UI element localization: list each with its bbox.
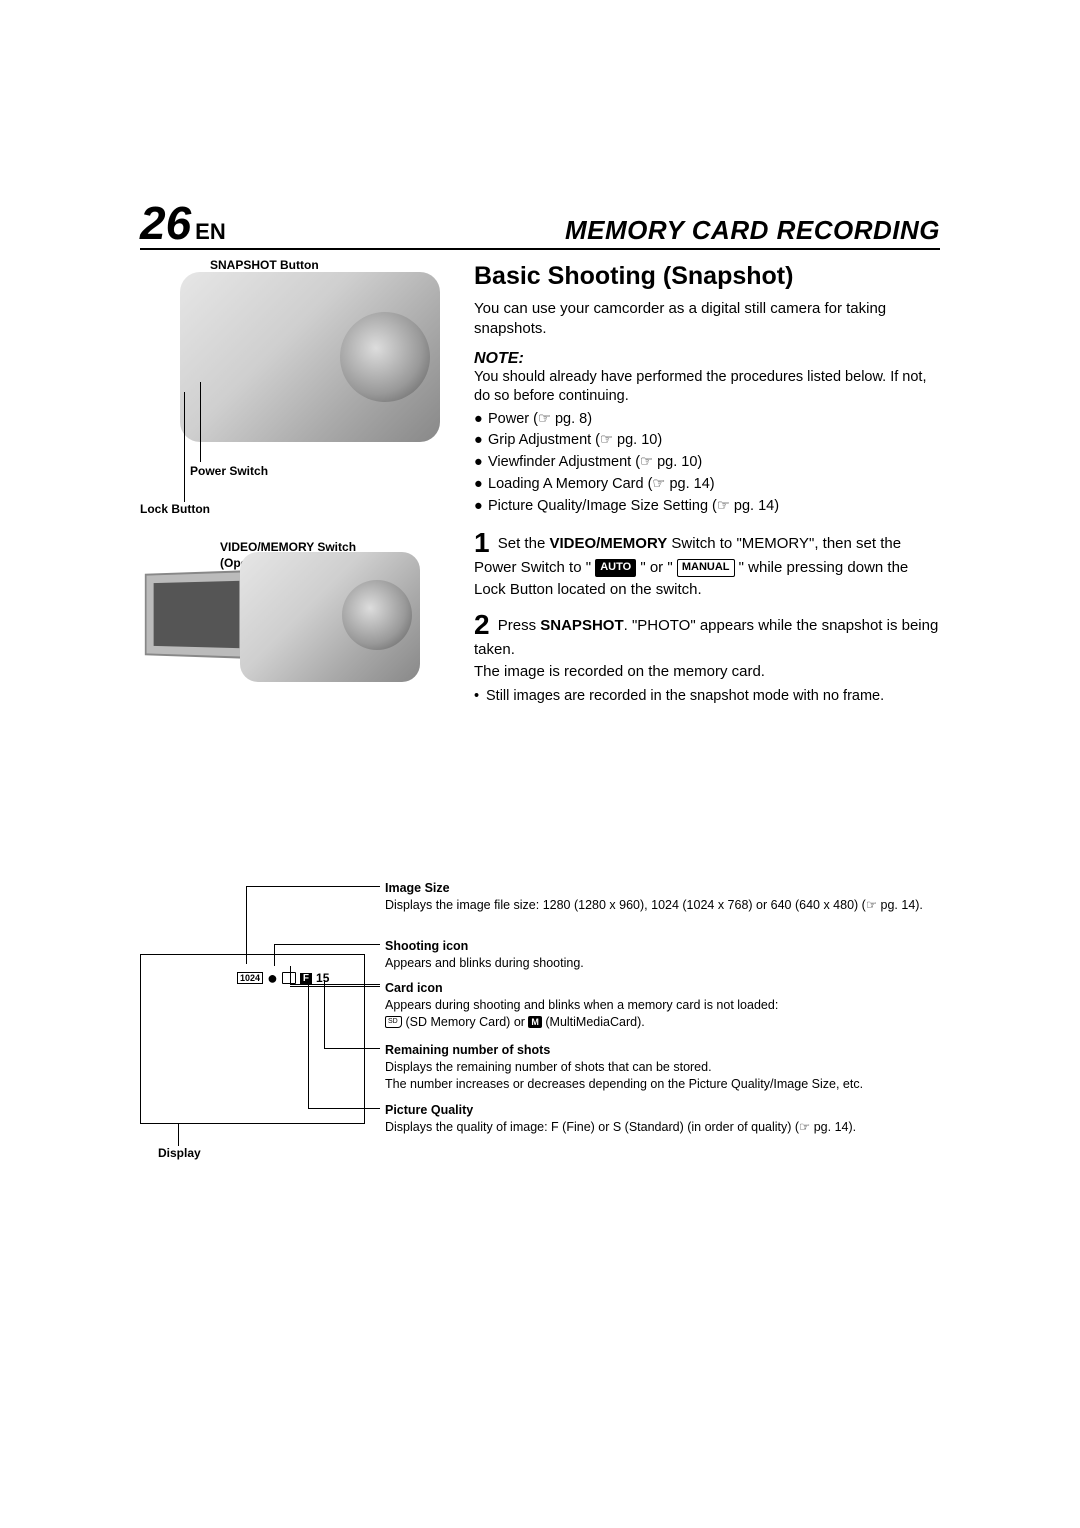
card-desc-2: (SD Memory Card) or M (MultiMediaCard). [385,1014,778,1031]
prereq-list: ●Power (☞ pg. 8) ●Grip Adjustment (☞ pg.… [474,409,940,518]
card-desc-1: Appears during shooting and blinks when … [385,997,778,1014]
image-size-title: Image Size [385,880,923,897]
page-number-value: 26 [140,197,191,249]
step1-d: " or " [636,559,677,576]
multimedia-card-icon: M [528,1016,542,1028]
display-screen: 1024 ● F 15 [140,954,365,1124]
shooting-desc: Appears and blinks during shooting. [385,955,584,972]
callout-line [184,392,185,502]
remaining-count: 15 [316,971,329,985]
camera-illustration-top [180,272,440,442]
note-heading: NOTE: [474,350,940,368]
note-lead: You should already have performed the pr… [474,368,940,407]
step1-b: VIDEO/MEMORY [549,535,667,552]
page-lang: EN [195,219,226,244]
card-sd-text: (SD Memory Card) or [402,1015,528,1029]
callout-line [200,382,201,462]
left-column: SNAPSHOT Button Power Switch Lock Button… [140,262,450,717]
card-mm-text: (MultiMediaCard). [542,1015,645,1029]
leader-line [246,886,247,964]
card-title: Card icon [385,980,778,997]
picture-quality-icon: F [300,973,312,984]
header-title: MEMORY CARD RECORDING [565,215,940,246]
leader-line [246,886,380,887]
bullet-3: Viewfinder Adjustment (☞ pg. 10) [488,452,702,474]
step-2-number: 2 [474,609,490,640]
step2-sub-text: Still images are recorded in the snapsho… [486,686,884,706]
picture-quality-block: Picture Quality Displays the quality of … [385,1102,856,1136]
sd-card-icon [385,1016,402,1028]
remaining-desc-1: Displays the remaining number of shots t… [385,1059,863,1076]
snapshot-button-label: SNAPSHOT Button [210,258,319,272]
auto-tag: AUTO [595,559,636,577]
power-switch-label: Power Switch [190,464,268,478]
bullet-5: Picture Quality/Image Size Setting (☞ pg… [488,496,779,518]
shooting-title: Shooting icon [385,938,584,955]
image-size-desc: Displays the image file size: 1280 (1280… [385,897,923,914]
remaining-title: Remaining number of shots [385,1042,863,1059]
step2-a: Press [498,617,541,634]
right-column: Basic Shooting (Snapshot) You can use yo… [474,262,940,717]
step-2: 2 Press SNAPSHOT. "PHOTO" appears while … [474,611,940,707]
remaining-desc-2: The number increases or decreases depend… [385,1076,863,1093]
page-header: 26EN MEMORY CARD RECORDING [140,200,940,250]
lcd-screen-icon [145,570,250,659]
card-icon [282,972,296,984]
card-icon-block: Card icon Appears during shooting and bl… [385,980,778,1031]
display-icons-row: 1024 ● F 15 [237,971,329,985]
bullet-2: Grip Adjustment (☞ pg. 10) [488,430,662,452]
pq-title: Picture Quality [385,1102,856,1119]
shooting-icon-block: Shooting icon Appears and blinks during … [385,938,584,972]
camera-body-icon [240,552,420,682]
image-size-block: Image Size Displays the image file size:… [385,880,923,914]
leader-line [178,1124,179,1146]
pq-desc: Displays the quality of image: F (Fine) … [385,1119,856,1136]
leader-line [274,944,380,945]
lock-button-label: Lock Button [140,502,210,516]
bullet-1: Power (☞ pg. 8) [488,409,592,431]
step-1: 1 Set the VIDEO/MEMORY Switch to "MEMORY… [474,529,940,601]
intro-paragraph: You can use your camcorder as a digital … [474,299,940,340]
step2-b: SNAPSHOT [540,617,623,634]
step1-a: Set the [498,535,550,552]
page-number: 26EN [140,200,226,246]
camera-illustration-bottom [140,532,420,712]
step2-line2: The image is recorded on the memory card… [474,661,940,683]
manual-tag: MANUAL [677,559,735,577]
step-1-number: 1 [474,527,490,558]
display-label: Display [158,1146,201,1160]
bullet-4: Loading A Memory Card (☞ pg. 14) [488,474,715,496]
step2-sub-bullet: •Still images are recorded in the snapsh… [474,686,940,706]
section-title: Basic Shooting (Snapshot) [474,262,940,291]
image-size-icon: 1024 [237,972,263,985]
remaining-shots-block: Remaining number of shots Displays the r… [385,1042,863,1093]
